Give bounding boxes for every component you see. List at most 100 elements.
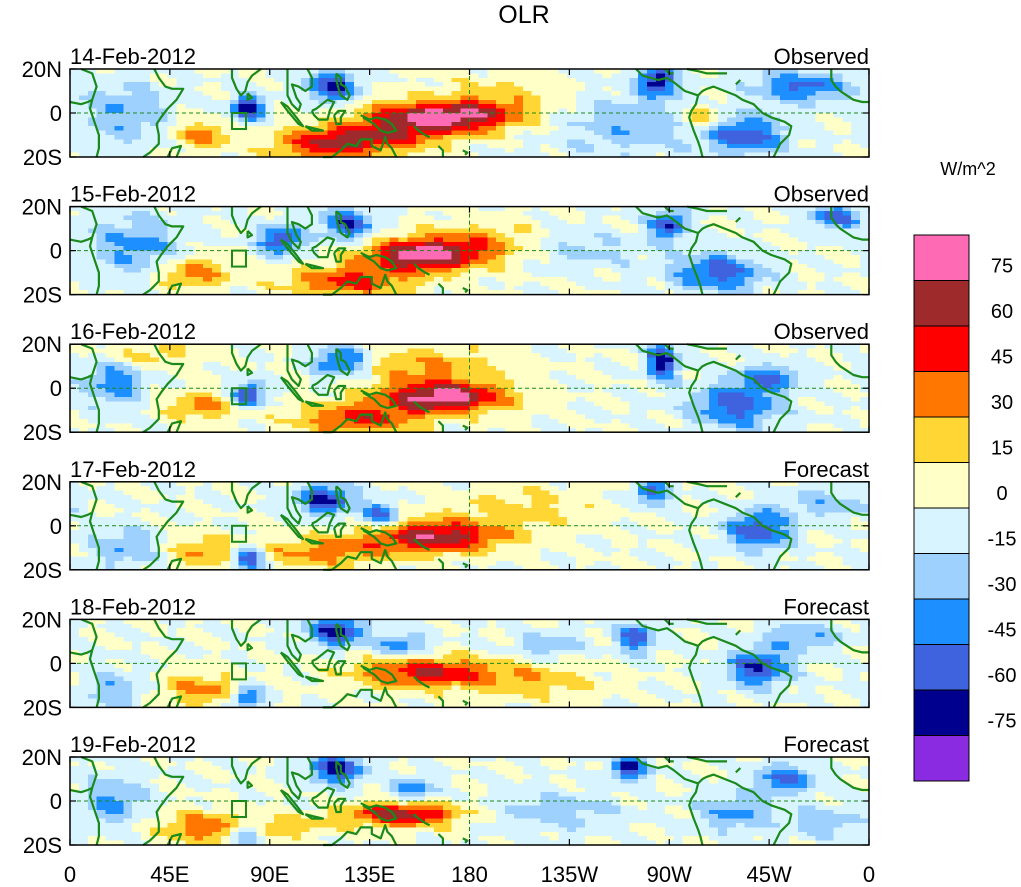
- olr-cell: [726, 152, 737, 158]
- olr-cell: [789, 272, 799, 278]
- olr-cell: [789, 397, 799, 402]
- olr-cell: [673, 383, 684, 389]
- olr-cell: [655, 211, 666, 216]
- olr-cell: [185, 281, 195, 287]
- olr-cell: [389, 366, 400, 372]
- olr-cell: [238, 246, 249, 252]
- olr-cell: [549, 152, 559, 158]
- olr-cell: [513, 241, 524, 247]
- olr-cell: [327, 268, 337, 274]
- olr-cell: [629, 86, 639, 92]
- olr-cell: [291, 277, 302, 282]
- olr-cell: [451, 73, 462, 79]
- olr-cell: [407, 255, 417, 260]
- olr-cell: [700, 206, 710, 212]
- olr-cell: [132, 281, 142, 287]
- olr-cell: [265, 379, 275, 385]
- olr-cell: [647, 370, 657, 376]
- olr-cell: [860, 357, 870, 363]
- olr-cell: [797, 237, 808, 243]
- olr-cell: [158, 152, 169, 158]
- olr-cell: [318, 344, 329, 350]
- olr-cell: [345, 121, 355, 127]
- olr-cell: [744, 379, 755, 385]
- olr-cell: [558, 348, 568, 354]
- olr-cell: [451, 206, 462, 212]
- olr-cell: [442, 211, 453, 216]
- olr-cell: [247, 82, 258, 88]
- olr-cell: [371, 228, 382, 234]
- olr-cell: [318, 113, 329, 118]
- olr-cell: [132, 370, 142, 376]
- olr-cell: [96, 383, 107, 389]
- olr-cell: [398, 290, 408, 296]
- olr-cell: [735, 228, 746, 234]
- olr-cell: [132, 401, 142, 407]
- olr-cell: [806, 401, 817, 407]
- olr-cell: [655, 99, 666, 105]
- olr-cell: [584, 375, 595, 380]
- olr-cell: [469, 73, 479, 79]
- olr-cell: [629, 95, 639, 101]
- olr-cell: [345, 73, 355, 79]
- olr-cell: [540, 69, 550, 74]
- olr-cell: [283, 375, 293, 380]
- olr-cell: [806, 139, 817, 145]
- olr-cell: [70, 379, 80, 385]
- olr-cell: [691, 259, 701, 265]
- olr-cell: [442, 353, 453, 358]
- olr-cell: [806, 211, 817, 216]
- olr-cell: [176, 135, 187, 140]
- olr-cell: [141, 397, 151, 402]
- olr-cell: [114, 113, 124, 118]
- olr-cell: [753, 99, 764, 105]
- olr-cell: [806, 99, 817, 105]
- olr-cell: [735, 126, 746, 132]
- olr-cell: [336, 277, 346, 282]
- olr-cell: [327, 108, 337, 114]
- olr-cell: [203, 143, 213, 149]
- olr-cell: [833, 206, 843, 212]
- olr-cell: [531, 219, 542, 225]
- olr-cell: [132, 357, 142, 363]
- olr-cell: [371, 108, 382, 114]
- olr-cell: [824, 361, 835, 367]
- olr-cell: [753, 237, 764, 243]
- olr-cell: [602, 255, 613, 260]
- olr-cell: [149, 135, 160, 140]
- olr-cell: [371, 73, 382, 79]
- olr-cell: [371, 104, 382, 110]
- olr-cell: [762, 344, 772, 350]
- olr-cell: [549, 241, 559, 247]
- olr-cell: [149, 361, 160, 367]
- olr-cell: [87, 277, 98, 282]
- olr-cell: [176, 370, 187, 376]
- olr-cell: [78, 135, 89, 140]
- olr-cell: [220, 285, 231, 291]
- olr-cell: [416, 139, 426, 145]
- olr-cell: [584, 206, 595, 212]
- olr-cell: [860, 361, 870, 367]
- olr-cell: [460, 348, 471, 354]
- olr-cell: [709, 375, 719, 380]
- olr-cell: [522, 344, 533, 350]
- olr-cell: [380, 263, 391, 269]
- olr-cell: [718, 255, 728, 260]
- olr-cell: [487, 82, 497, 88]
- olr-cell: [540, 224, 550, 230]
- olr-cell: [496, 126, 506, 132]
- olr-cell: [300, 224, 311, 230]
- olr-cell: [442, 233, 453, 238]
- olr-cell: [78, 285, 89, 291]
- olr-cell: [354, 206, 364, 212]
- olr-cell: [744, 255, 755, 260]
- olr-cell: [700, 401, 710, 407]
- olr-cell: [238, 215, 249, 221]
- olr-cell: [522, 379, 533, 385]
- olr-cell: [806, 353, 817, 358]
- olr-cell: [664, 233, 675, 238]
- olr-cell: [842, 91, 852, 96]
- olr-cell: [629, 148, 639, 154]
- olr-cell: [167, 375, 178, 380]
- olr-cell: [833, 383, 843, 389]
